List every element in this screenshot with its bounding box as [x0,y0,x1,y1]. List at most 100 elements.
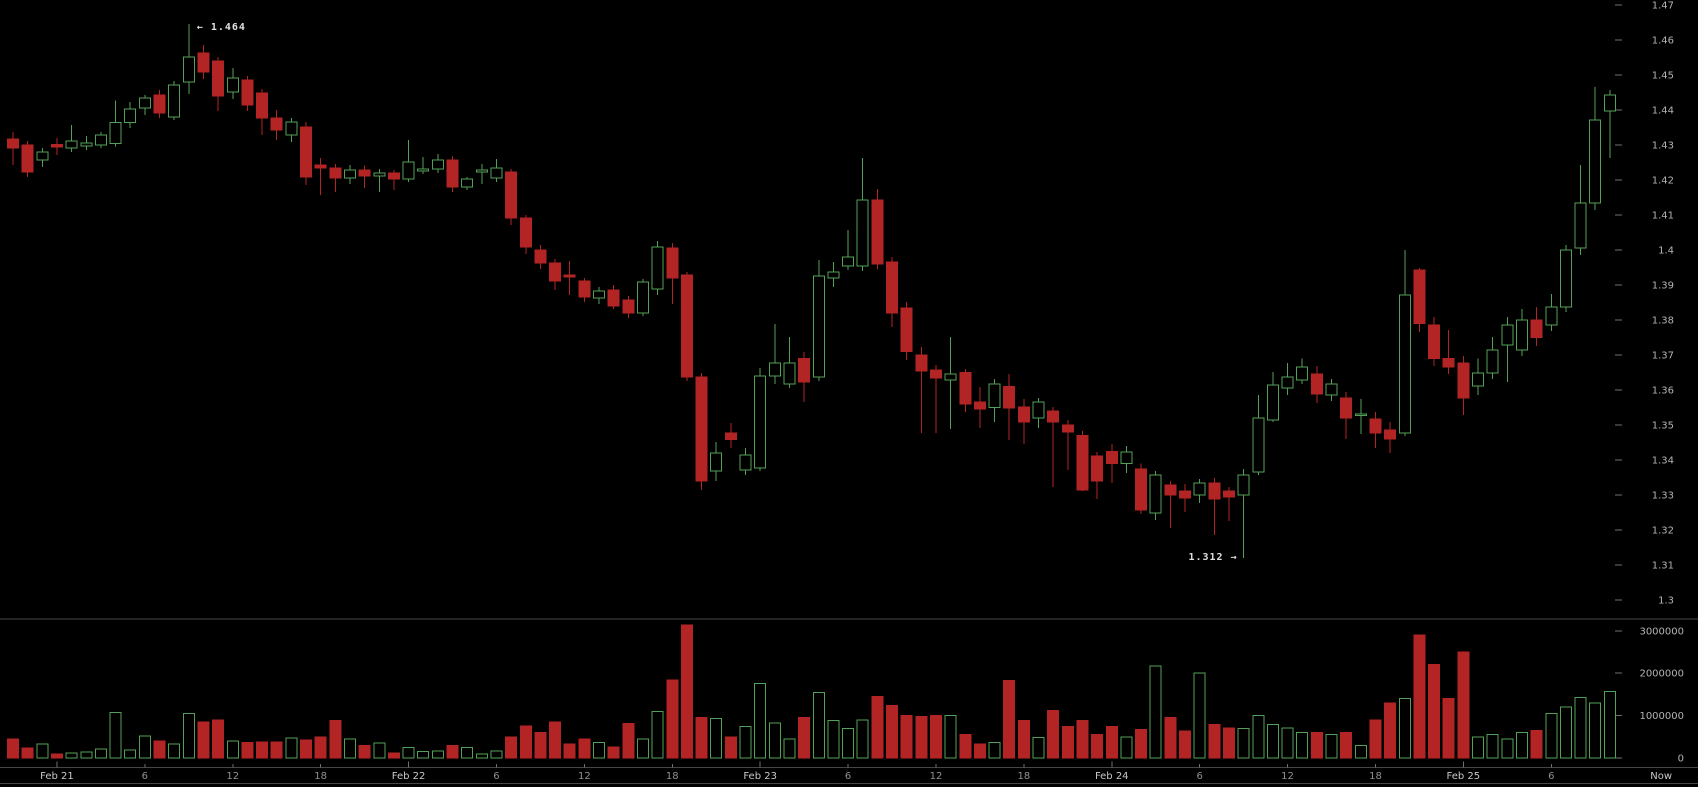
volume-bar [256,741,269,759]
volume-bar [1545,712,1558,759]
volume-bar [1193,672,1206,759]
volume-bar [1486,734,1499,759]
volume-bar [973,743,986,759]
volume-bar [1515,732,1528,759]
volume-bar [1076,720,1089,759]
volume-bar [842,728,855,759]
volume-bar [417,751,430,759]
candle [944,337,957,429]
candle [798,351,811,402]
price-axis-label: 1.36 [1652,386,1674,397]
volume-bar [680,624,693,759]
candle [226,68,239,100]
candle-body [314,164,327,169]
volume-bar [1457,651,1470,759]
volume-bar [710,718,723,759]
candle [1325,379,1338,401]
high-price-annotation: ← 1.464 [196,22,246,33]
candle-body [1457,362,1470,399]
price-axis-label: 1.31 [1652,561,1674,572]
volume-bar [343,738,356,759]
volume-bar [1091,734,1104,759]
price-axis-label: 1.45 [1652,71,1674,82]
candle [578,278,591,303]
volume-bar [1032,737,1045,759]
candle-body [1486,349,1499,374]
volume-bar [241,741,254,759]
candle [1047,407,1060,487]
volume-bar [387,752,400,759]
candle [929,365,942,434]
candle [212,57,225,112]
candle-body [1032,401,1045,419]
candle-body [680,274,693,378]
candle [36,148,49,168]
volume-bar [1589,702,1602,759]
candle-body [886,261,898,314]
price-axis[interactable]: 1.47 1.46 1.45 1.44 1.43 1.42 1.41 1.4 1.39 1.38 1… [1615,1,1674,607]
price-axis-label: 1.41 [1652,211,1674,222]
candle [1266,372,1279,422]
candle-body [1559,249,1572,308]
candle [490,159,503,183]
candle-body [1515,319,1528,351]
candle-body [109,122,122,145]
candle-body [1472,372,1484,387]
volume-bar [563,743,576,759]
candle-body [607,289,620,307]
volume-bar [636,738,649,759]
volume-axis[interactable]: 3000000 2000000 1000000 0 [1615,626,1684,765]
candle [1222,486,1235,521]
candle-body [1135,468,1148,511]
price-axis-label: 1.32 [1652,526,1674,537]
volume-bar [768,722,781,759]
volume-bar [1340,732,1353,759]
candle [124,101,137,128]
candle-body [1281,376,1294,389]
candle-body [1017,406,1030,423]
candle-body [1442,358,1455,368]
time-axis[interactable]: Feb 21 6 12 18 Feb 22 6 12 18 Feb 23 6 12 18 Feb 24 6… [40,761,1672,783]
candle [1501,316,1514,382]
volume-axis-label: 3000000 [1639,626,1684,637]
price-axis-label: 1.34 [1652,456,1674,467]
candle [475,163,488,184]
candle-body [417,168,430,172]
candle-body [490,167,503,179]
volume-axis-label: 1000000 [1639,711,1684,722]
volume-bar [1222,727,1235,759]
volume-bar [1296,732,1309,759]
candle [1340,392,1353,439]
candle [387,169,400,191]
volume-bar [549,721,562,759]
candle [402,140,415,183]
volume-bar [1413,634,1426,759]
candle [754,367,767,471]
volume-bar [1354,744,1367,759]
candle [856,157,869,271]
candle-body [270,117,283,131]
volume-bar [1530,729,1543,759]
candle-body [387,172,400,180]
candle-body [739,454,752,471]
volume-bar [900,715,913,759]
candle-body [1530,319,1543,338]
price-axis-label: 1.42 [1652,176,1674,187]
volume-bar [886,704,898,759]
volume-bar [959,734,972,759]
candle [1296,358,1309,385]
time-axis-label-6: 6 [1196,771,1202,782]
time-axis-label-18: 18 [666,771,679,782]
volume-bar [1325,734,1338,759]
candle [300,121,312,185]
candle-body [929,369,942,379]
candle-body [446,159,459,188]
time-axis-label-12: 12 [578,771,591,782]
candle [343,164,356,184]
candle-body [1574,202,1587,249]
candle-body [593,290,605,299]
candle-body [1310,373,1323,395]
candle [593,287,605,304]
candle [138,94,151,115]
